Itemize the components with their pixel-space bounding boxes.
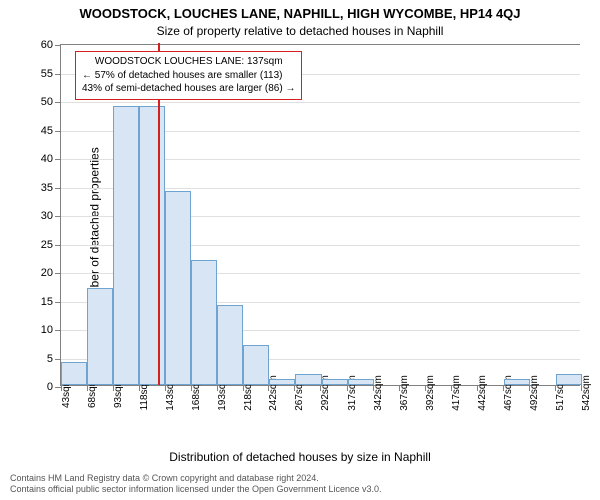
histogram-bar [165,191,191,385]
histogram-bar [322,379,348,385]
gridline [61,102,580,103]
histogram-bar [269,379,295,385]
chart-container: WOODSTOCK, LOUCHES LANE, NAPHILL, HIGH W… [0,0,600,500]
histogram-bar [87,288,113,385]
y-tick-label: 15 [41,296,53,308]
y-tick [55,102,61,103]
annotation-line: WOODSTOCK LOUCHES LANE: 137sqm [82,55,295,69]
x-tick-label: 542sqm [581,375,592,411]
y-tick [55,131,61,132]
y-tick [55,302,61,303]
histogram-bar [113,106,139,385]
x-tick-label: 417sqm [451,375,462,411]
y-tick-label: 0 [47,381,53,393]
y-tick [55,330,61,331]
y-tick-label: 35 [41,182,53,194]
histogram-bar [191,260,217,385]
y-tick [55,359,61,360]
histogram-bar [217,305,243,385]
y-tick [55,273,61,274]
y-tick [55,159,61,160]
histogram-bar [243,345,269,385]
y-tick-label: 10 [41,324,53,336]
histogram-bar [295,374,321,385]
y-tick-label: 5 [47,353,53,365]
annotation-line: 43% of semi-detached houses are larger (… [82,82,295,96]
x-tick-label: 492sqm [529,375,540,411]
x-axis-label: Distribution of detached houses by size … [0,450,600,464]
x-tick-label: 392sqm [425,375,436,411]
y-tick-label: 60 [41,39,53,51]
x-tick-label: 342sqm [373,375,384,411]
y-tick-label: 55 [41,68,53,80]
y-tick [55,45,61,46]
footer-line1: Contains HM Land Registry data © Crown c… [10,473,590,485]
x-tick-label: 442sqm [477,375,488,411]
plot-area: 05101520253035404550556043sqm68sqm93sqm1… [60,44,580,386]
chart-title: WOODSTOCK, LOUCHES LANE, NAPHILL, HIGH W… [0,6,600,21]
y-tick [55,188,61,189]
y-tick [55,245,61,246]
chart-subtitle: Size of property relative to detached ho… [0,24,600,38]
y-tick [55,216,61,217]
histogram-bar [504,379,530,385]
footer-attribution: Contains HM Land Registry data © Crown c… [10,473,590,496]
y-tick-label: 30 [41,210,53,222]
y-tick-label: 45 [41,125,53,137]
y-tick-label: 20 [41,267,53,279]
histogram-bar [61,362,87,385]
histogram-bar [139,106,165,385]
x-tick-label: 367sqm [399,375,410,411]
annotation-box: WOODSTOCK LOUCHES LANE: 137sqm← 57% of d… [75,51,302,100]
footer-line2: Contains official public sector informat… [10,484,590,496]
y-tick-label: 50 [41,96,53,108]
y-tick-label: 25 [41,239,53,251]
annotation-line: ← 57% of detached houses are smaller (11… [82,69,295,83]
histogram-bar [348,379,374,385]
y-tick-label: 40 [41,153,53,165]
histogram-bar [556,374,582,385]
y-tick [55,74,61,75]
